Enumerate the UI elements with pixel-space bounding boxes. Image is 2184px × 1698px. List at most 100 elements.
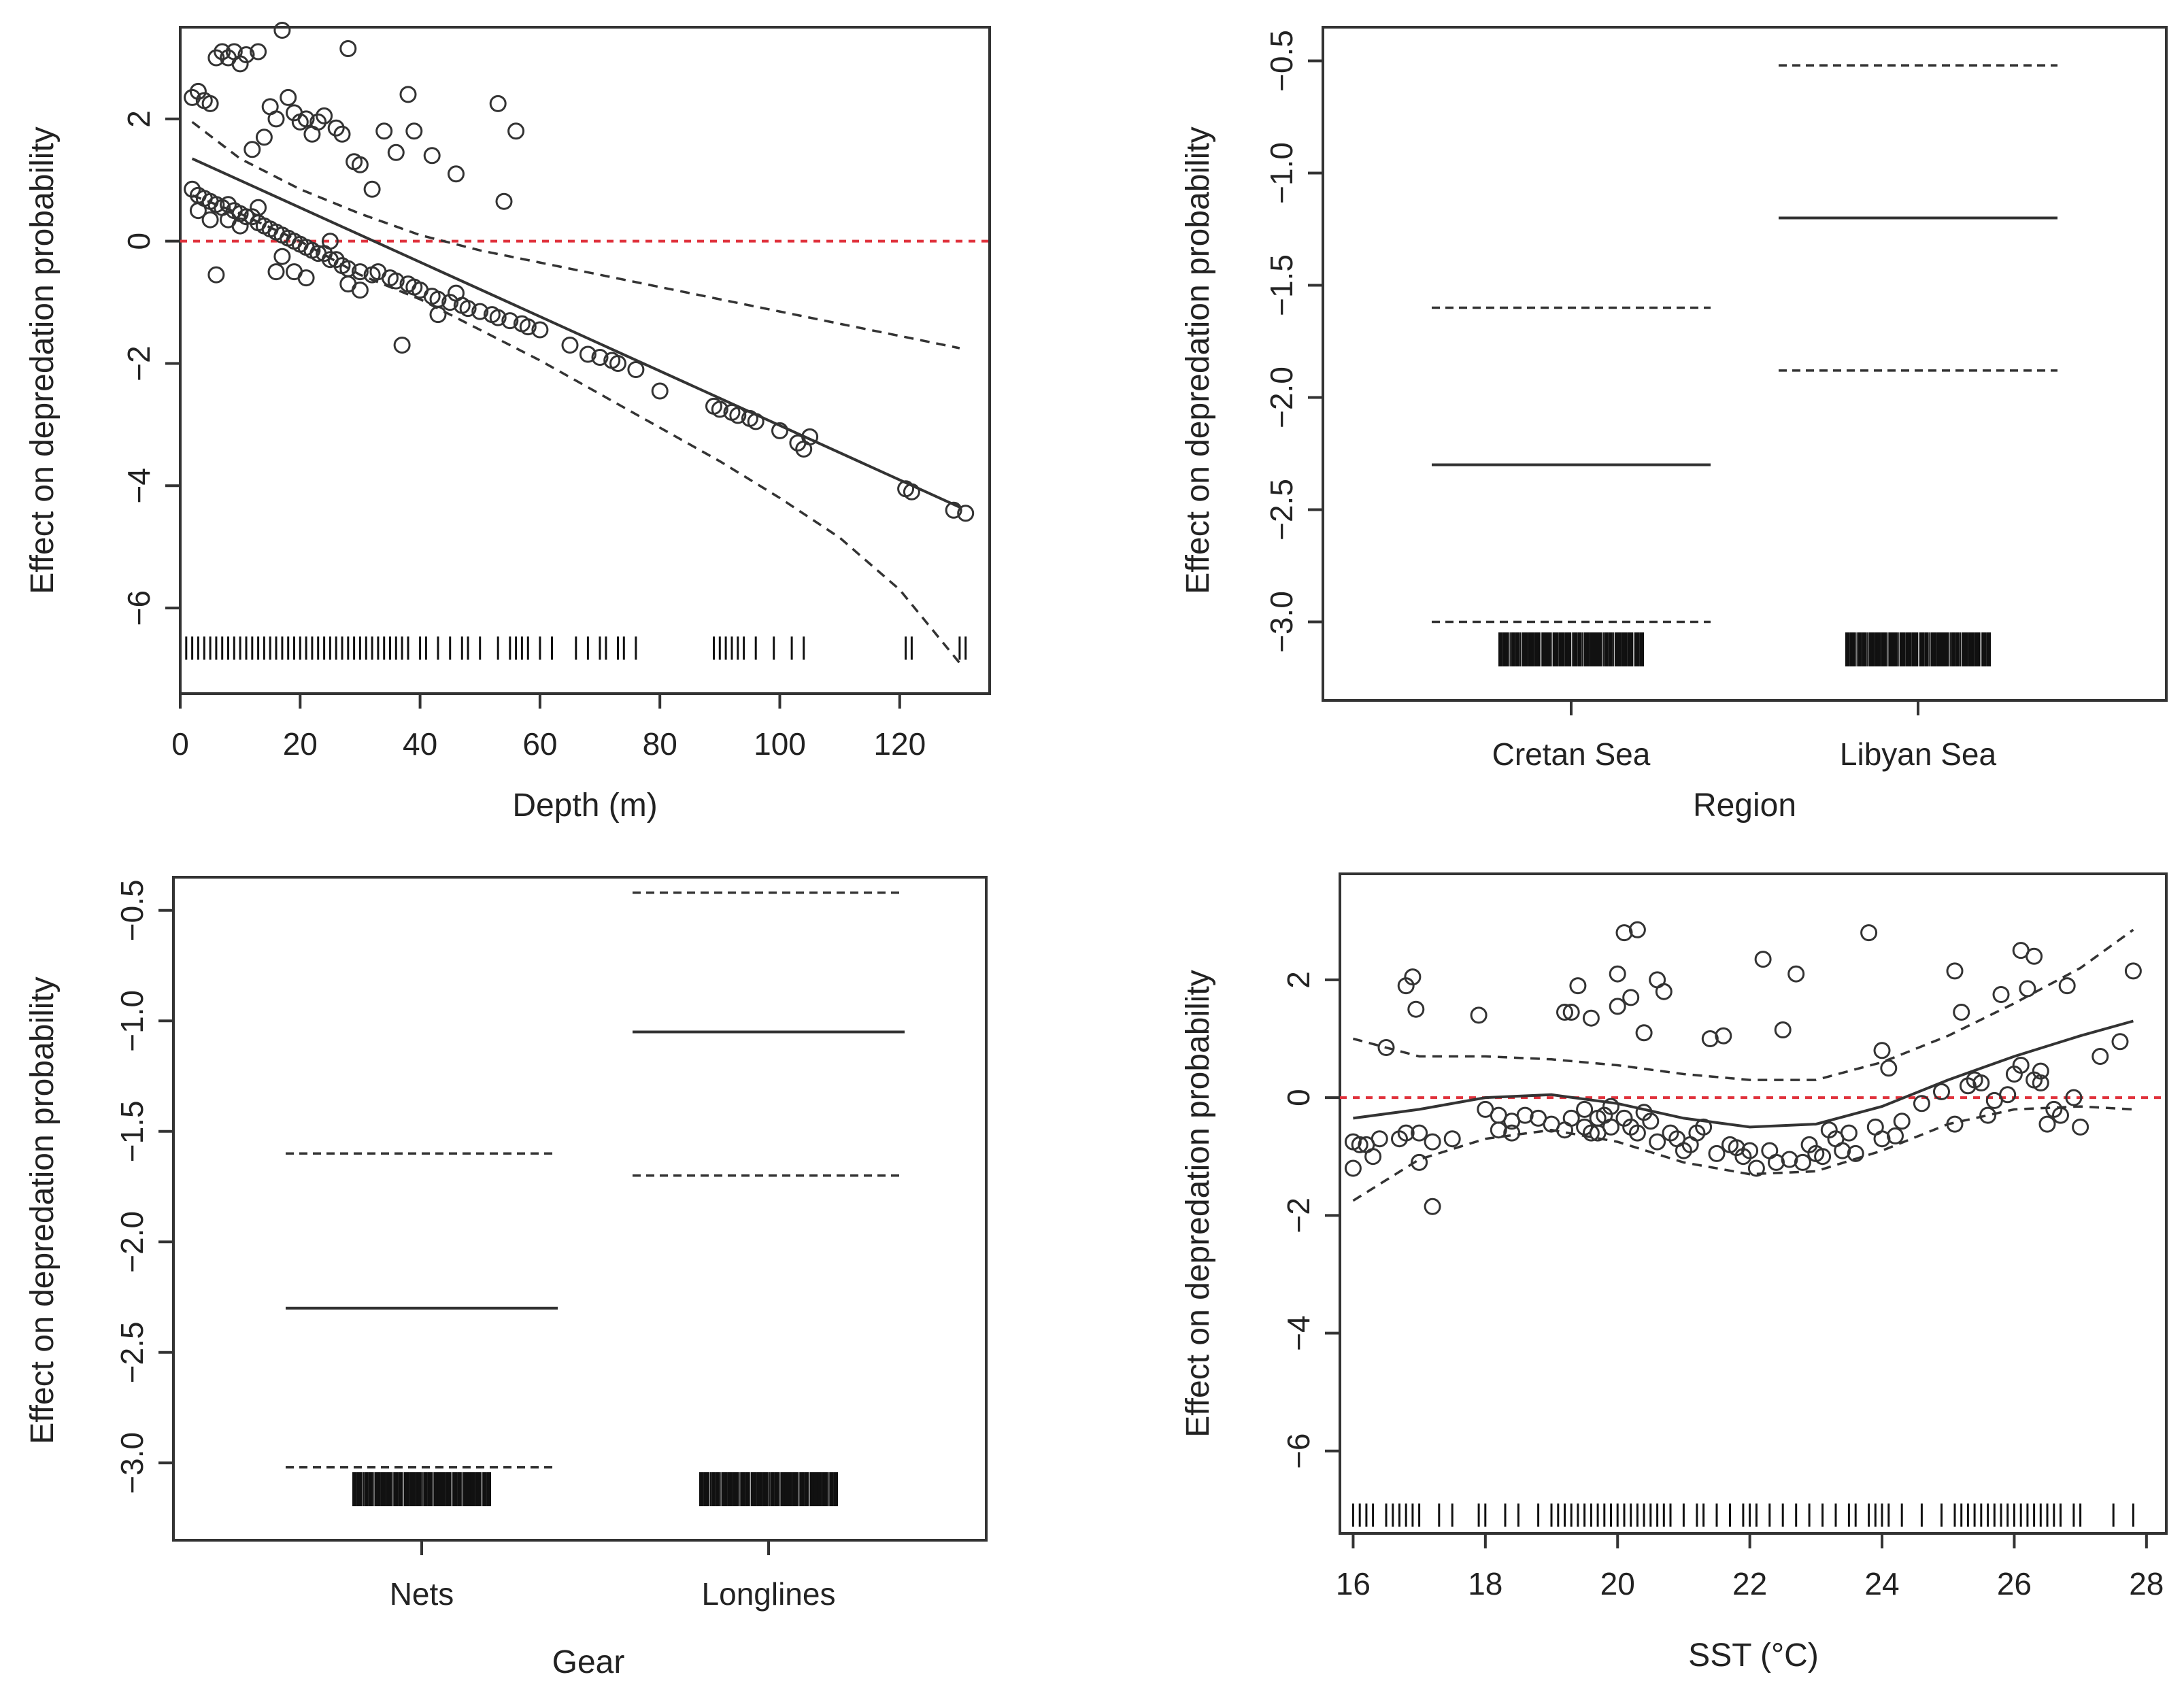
data-point: [297, 269, 315, 287]
data-point: [429, 306, 447, 324]
data-point: [1887, 1127, 1904, 1144]
data-point: [591, 349, 609, 366]
y-tick-label: −1.0: [1264, 142, 1299, 204]
data-point: [1807, 1144, 1825, 1162]
data-point: [267, 263, 285, 281]
data-point: [1424, 1198, 1441, 1215]
x-tick-label: Longlines: [702, 1576, 836, 1612]
data-point: [363, 180, 381, 198]
data-point: [1635, 1104, 1653, 1121]
y-tick-label: −3.0: [1264, 591, 1299, 653]
data-point: [1622, 989, 1640, 1006]
y-tick-label: −6: [1281, 1433, 1316, 1469]
y-tick-label: −2.0: [1264, 367, 1299, 428]
data-point: [309, 113, 327, 131]
data-point: [1602, 1118, 1619, 1136]
y-tick-label: 2: [1281, 971, 1316, 989]
x-tick-label: 22: [1732, 1566, 1767, 1601]
data-point: [579, 345, 597, 363]
y-tick-label: −2.5: [1264, 479, 1299, 541]
x-axis-title: SST (°C): [1688, 1637, 1819, 1674]
data-point: [2012, 1057, 2030, 1074]
data-point: [1787, 965, 1805, 983]
data-point: [231, 217, 249, 235]
data-point: [1721, 1136, 1738, 1153]
data-point: [1411, 1153, 1428, 1171]
ci-lower-line: [1352, 1105, 2134, 1202]
data-point: [561, 337, 579, 354]
data-point: [184, 180, 201, 198]
data-point: [501, 312, 519, 330]
marks-layer: [180, 22, 990, 664]
data-point: [387, 272, 405, 290]
data-point: [333, 125, 351, 143]
data-point: [1404, 968, 1422, 986]
x-tick-label: 100: [754, 726, 806, 762]
data-point: [1979, 1106, 1997, 1124]
data-point: [2072, 1118, 2089, 1136]
data-point: [207, 266, 225, 284]
x-tick-label: 120: [873, 726, 926, 762]
x-tick-label: Nets: [390, 1576, 454, 1612]
data-point: [231, 55, 249, 73]
data-point: [250, 43, 267, 61]
data-point: [1966, 1071, 1983, 1089]
data-point: [1609, 965, 1626, 983]
data-point: [459, 300, 477, 318]
y-tick-label: −1.5: [114, 1100, 150, 1162]
ticks-layer: −3.0 −2.5 −2.0 −1.5 −1.0 −0.5 Cretan Sea Libyan…: [1264, 30, 1997, 772]
data-point: [351, 282, 369, 299]
data-point: [399, 86, 417, 103]
data-point: [1443, 1130, 1461, 1148]
data-point: [201, 211, 219, 228]
y-tick-label: −2: [1281, 1198, 1316, 1233]
data-point: [1569, 977, 1587, 995]
marks-layer: [1432, 64, 2057, 666]
plot-frame: [179, 26, 991, 695]
data-point: [711, 401, 728, 418]
panel-sst: −6 −4 −2 0 2 16 18 20 22 24 26 28 SST (°C) Effect o…: [1180, 872, 2168, 1674]
data-point: [207, 49, 225, 67]
data-point: [957, 505, 975, 522]
data-point: [327, 119, 345, 137]
data-point: [448, 165, 465, 183]
marks-layer: [1340, 921, 2166, 1527]
x-tick-label: 16: [1336, 1566, 1371, 1601]
x-tick-label: 0: [171, 726, 189, 762]
data-point: [243, 208, 261, 226]
data-point: [1953, 1004, 1970, 1021]
data-point: [327, 251, 345, 269]
data-point: [1411, 1124, 1428, 1142]
data-point: [267, 110, 285, 128]
data-point: [448, 284, 465, 302]
x-tick-label: 80: [643, 726, 677, 762]
y-tick-label: 2: [121, 110, 156, 128]
data-point: [1893, 1113, 1911, 1130]
data-point: [1582, 1009, 1600, 1027]
data-point: [903, 483, 920, 500]
plot-frame: [1322, 26, 2168, 702]
data-point: [189, 82, 207, 100]
data-point: [627, 361, 645, 378]
data-point: [297, 110, 315, 128]
data-point: [1562, 1109, 1580, 1127]
data-point: [1615, 924, 1633, 942]
data-point: [531, 321, 549, 339]
data-point: [1397, 1124, 1415, 1142]
data-point: [184, 88, 201, 106]
x-tick-label: 28: [2129, 1566, 2164, 1601]
y-tick-label: 0: [1281, 1089, 1316, 1106]
data-point: [387, 143, 405, 161]
data-point: [1701, 1030, 1719, 1047]
data-point: [2019, 980, 2036, 998]
y-tick-label: −2: [121, 345, 156, 381]
data-point: [507, 122, 525, 140]
data-point: [1681, 1136, 1699, 1153]
panel-gear: −3.0 −2.5 −2.0 −1.5 −1.0 −0.5 Nets Longlines Ge…: [24, 876, 988, 1680]
data-point: [1609, 998, 1626, 1015]
data-point: [519, 318, 537, 336]
y-tick-label: −2.0: [114, 1211, 150, 1273]
data-point: [339, 40, 357, 57]
data-point: [321, 233, 339, 250]
